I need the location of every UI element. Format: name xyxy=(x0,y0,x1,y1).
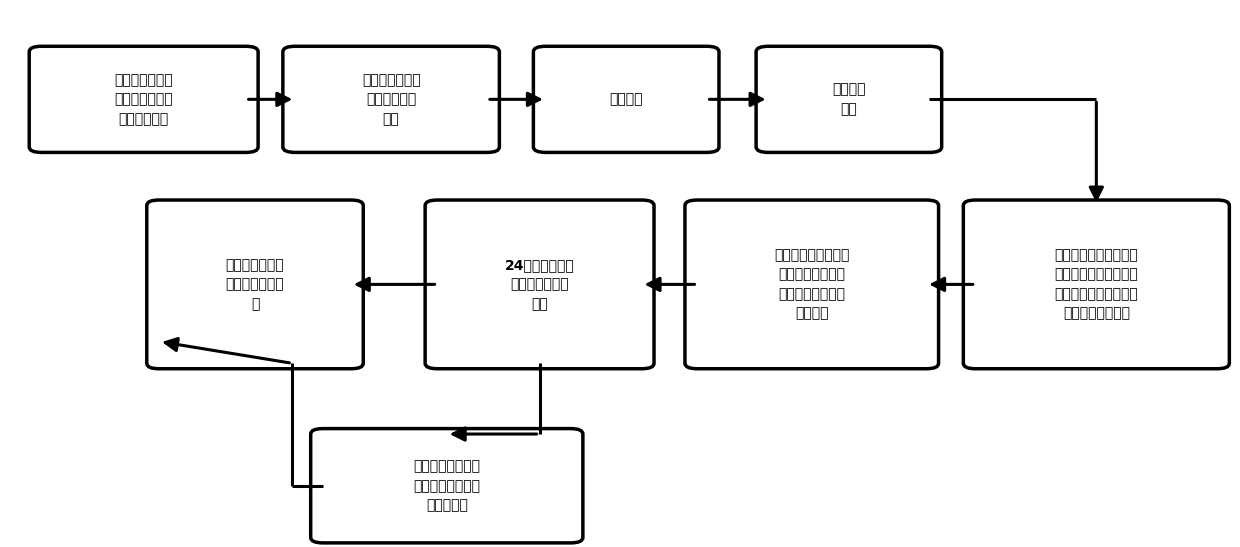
FancyBboxPatch shape xyxy=(963,200,1229,369)
FancyBboxPatch shape xyxy=(146,200,363,369)
FancyBboxPatch shape xyxy=(283,46,500,153)
FancyBboxPatch shape xyxy=(311,429,583,543)
FancyBboxPatch shape xyxy=(425,200,653,369)
Text: 24小时后检测污
水水体中的各项
指标: 24小时后检测污 水水体中的各项 指标 xyxy=(505,258,574,311)
Text: 正常运行后，检测溶氧
罐出水口处溶氧水的溶
氧量，以及射流器周围
污水水体的溶氧量: 正常运行后，检测溶氧 罐出水口处溶氧水的溶 氧量，以及射流器周围 污水水体的溶氧… xyxy=(1054,248,1138,321)
FancyBboxPatch shape xyxy=(30,46,258,153)
Text: 安装设备: 安装设备 xyxy=(609,92,642,106)
FancyBboxPatch shape xyxy=(533,46,719,153)
Text: 对污水的水体抽
样化验，分析水
体的各种成分: 对污水的水体抽 样化验，分析水 体的各种成分 xyxy=(114,73,174,126)
Text: 设备调试
运行: 设备调试 运行 xyxy=(832,83,866,116)
Text: 根据化验结果，
选取最适合的
菌种: 根据化验结果， 选取最适合的 菌种 xyxy=(362,73,420,126)
FancyBboxPatch shape xyxy=(756,46,941,153)
Text: 如水体指标未达到
要求，继续向溶氧
罐加入菌种: 如水体指标未达到 要求，继续向溶氧 罐加入菌种 xyxy=(413,459,480,512)
Text: 水体指标达到要
求，结束加入菌
种: 水体指标达到要 求，结束加入菌 种 xyxy=(226,258,284,311)
Text: 溶氧量达到要求后，
向溶氧罐内加入菌
种，并向污水水体
泼洒菌种: 溶氧量达到要求后， 向溶氧罐内加入菌 种，并向污水水体 泼洒菌种 xyxy=(774,248,849,321)
FancyBboxPatch shape xyxy=(684,200,939,369)
